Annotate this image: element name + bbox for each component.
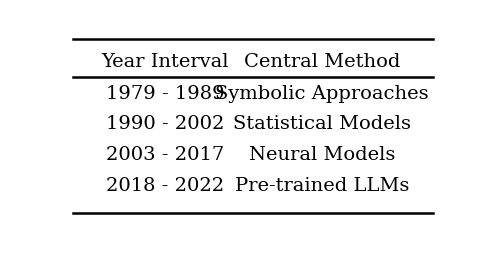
Text: Pre-trained LLMs: Pre-trained LLMs <box>235 177 409 195</box>
Text: Statistical Models: Statistical Models <box>233 115 411 133</box>
Text: Neural Models: Neural Models <box>249 146 395 164</box>
Text: 2018 - 2022: 2018 - 2022 <box>106 177 224 195</box>
Text: 2003 - 2017: 2003 - 2017 <box>106 146 224 164</box>
Text: Year Interval: Year Interval <box>101 53 229 71</box>
Text: Symbolic Approaches: Symbolic Approaches <box>215 85 429 102</box>
Text: 1990 - 2002: 1990 - 2002 <box>106 115 224 133</box>
Text: Central Method: Central Method <box>244 53 400 71</box>
Text: 1979 - 1989: 1979 - 1989 <box>106 85 224 102</box>
